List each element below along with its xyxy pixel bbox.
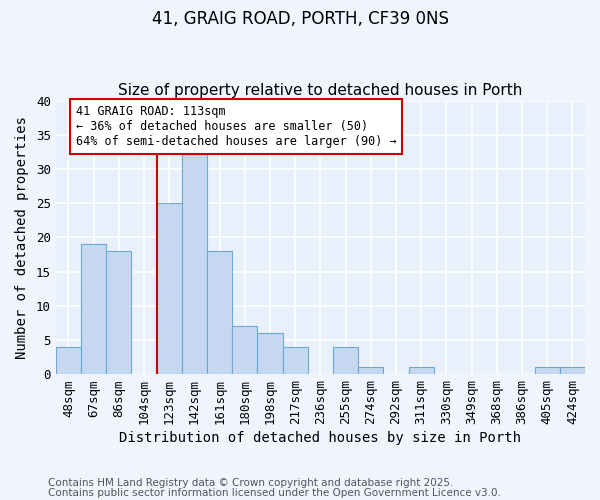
Bar — [560, 368, 585, 374]
Bar — [358, 368, 383, 374]
Bar — [106, 251, 131, 374]
Text: Contains HM Land Registry data © Crown copyright and database right 2025.: Contains HM Land Registry data © Crown c… — [48, 478, 454, 488]
Bar — [333, 347, 358, 374]
Bar — [207, 251, 232, 374]
Bar — [409, 368, 434, 374]
X-axis label: Distribution of detached houses by size in Porth: Distribution of detached houses by size … — [119, 431, 521, 445]
Y-axis label: Number of detached properties: Number of detached properties — [15, 116, 29, 359]
Bar — [232, 326, 257, 374]
Bar — [257, 333, 283, 374]
Bar — [81, 244, 106, 374]
Bar — [182, 148, 207, 374]
Bar — [157, 203, 182, 374]
Text: 41 GRAIG ROAD: 113sqm
← 36% of detached houses are smaller (50)
64% of semi-deta: 41 GRAIG ROAD: 113sqm ← 36% of detached … — [76, 106, 397, 148]
Bar — [56, 347, 81, 374]
Text: 41, GRAIG ROAD, PORTH, CF39 0NS: 41, GRAIG ROAD, PORTH, CF39 0NS — [151, 10, 449, 28]
Text: Contains public sector information licensed under the Open Government Licence v3: Contains public sector information licen… — [48, 488, 501, 498]
Bar — [535, 368, 560, 374]
Title: Size of property relative to detached houses in Porth: Size of property relative to detached ho… — [118, 83, 523, 98]
Bar — [283, 347, 308, 374]
